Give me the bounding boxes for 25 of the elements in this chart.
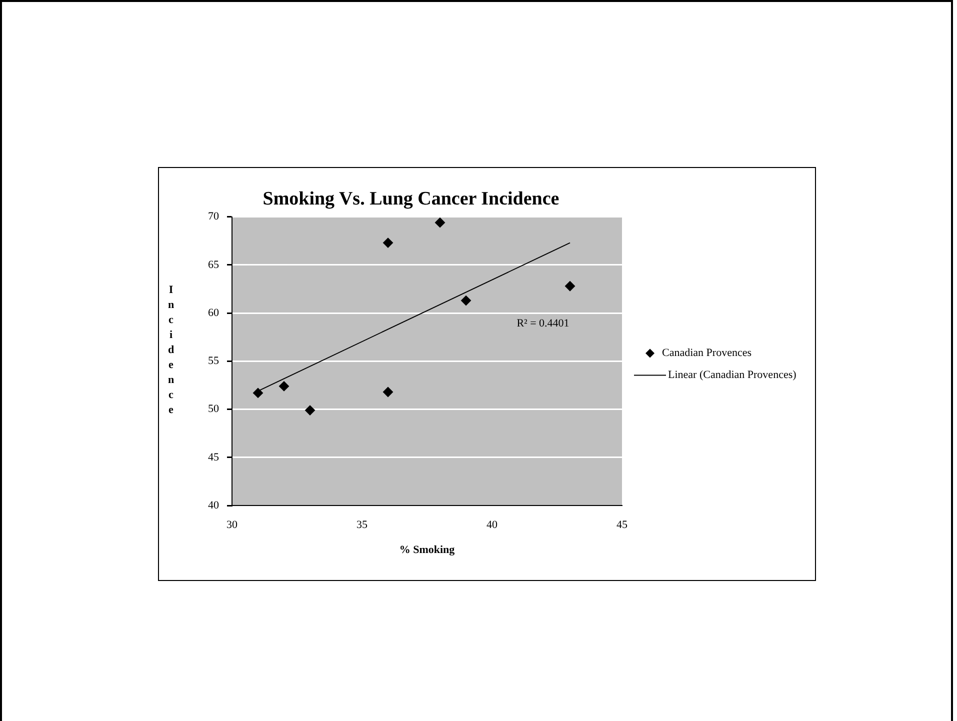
y-tick-label: 65 bbox=[208, 258, 220, 271]
x-tick-label: 40 bbox=[486, 519, 498, 532]
point bbox=[565, 281, 575, 292]
point bbox=[383, 238, 393, 248]
legend-label: Canadian Provences bbox=[662, 347, 752, 360]
point bbox=[253, 388, 263, 398]
point bbox=[279, 381, 289, 392]
y-tick-label: 60 bbox=[208, 306, 220, 319]
y-tick-label: 45 bbox=[208, 451, 220, 464]
point bbox=[305, 405, 315, 416]
x-axis-title: % Smoking bbox=[399, 544, 456, 556]
y-tick-label: 70 bbox=[208, 210, 220, 223]
y-tick-label: 40 bbox=[208, 499, 220, 512]
y-tick-label: 50 bbox=[208, 403, 220, 416]
y-axis-title: Incidence bbox=[165, 284, 177, 419]
legend-label: Linear (Canadian Provences) bbox=[668, 369, 797, 382]
point bbox=[383, 387, 393, 398]
x-tick-label: 30 bbox=[226, 519, 238, 532]
point bbox=[435, 218, 445, 228]
chart-title: Smoking Vs. Lung Cancer Incidence bbox=[262, 188, 560, 210]
x-tick-label: 35 bbox=[356, 519, 368, 532]
y-tick-label: 55 bbox=[208, 355, 220, 368]
x-tick-label: 45 bbox=[616, 519, 628, 532]
point bbox=[461, 296, 471, 306]
annotation: R² = 0.4401 bbox=[516, 318, 570, 330]
